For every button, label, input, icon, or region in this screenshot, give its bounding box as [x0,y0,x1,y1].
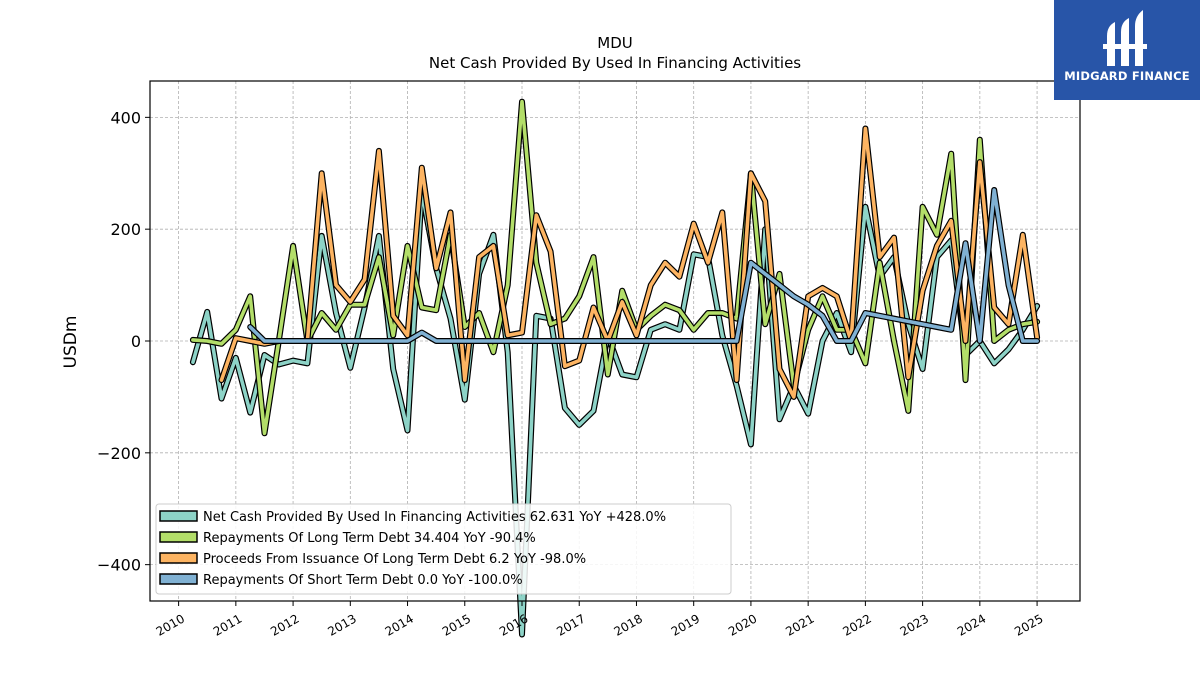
series-line [219,126,1039,399]
x-tick-label: 2010 [154,611,187,638]
x-tick-label: 2022 [840,611,873,638]
x-tick-label: 2013 [325,611,358,638]
x-tick-label: 2012 [268,611,301,638]
x-tick-label: 2021 [783,611,816,638]
legend-box [155,503,732,595]
x-tick-label: 2023 [898,611,931,638]
series-lines [189,98,1041,638]
x-tick-label: 2019 [669,611,702,638]
legend-swatch [159,531,198,543]
x-tick-label: 2017 [554,611,587,638]
y-tick-label: −200 [97,444,141,463]
brand-logo: MIDGARD FINANCE [1054,0,1200,100]
series-line [191,99,1039,436]
x-tick-label: 2024 [955,611,988,638]
logo-mark-icon [1103,10,1147,66]
legend-swatch [159,510,198,522]
legend-label: Proceeds From Issuance Of Long Term Debt… [203,552,586,567]
x-tick-label: 2025 [1012,611,1045,638]
legend-swatch [159,573,198,585]
y-tick-label: 200 [110,220,141,239]
y-tick-label: 0 [131,332,141,351]
y-axis-label: USDm [61,316,81,369]
x-tick-label: 2018 [612,611,645,638]
legend-label: Repayments Of Short Term Debt 0.0 YoY -1… [203,573,523,588]
chart-ticker: MDU [597,34,632,52]
legend-label: Repayments Of Long Term Debt 34.404 YoY … [203,531,536,546]
x-tick-label: 2016 [497,611,530,638]
legend-swatch [159,552,198,564]
y-tick-label: 400 [110,108,141,127]
x-tick-label: 2020 [726,611,759,638]
y-tick-label: −400 [97,556,141,575]
legend: Net Cash Provided By Used In Financing A… [155,503,732,595]
series-3 [218,125,1041,400]
series-4 [247,187,1041,344]
chart-title: Net Cash Provided By Used In Financing A… [429,54,801,72]
x-tick-label: 2011 [211,611,244,638]
x-tick-label: 2015 [440,611,473,638]
series-2 [189,98,1041,437]
legend-label: Net Cash Provided By Used In Financing A… [203,510,666,525]
logo-text: MIDGARD FINANCE [1064,69,1190,83]
x-tick-label: 2014 [383,611,416,638]
series-line [248,188,1039,343]
